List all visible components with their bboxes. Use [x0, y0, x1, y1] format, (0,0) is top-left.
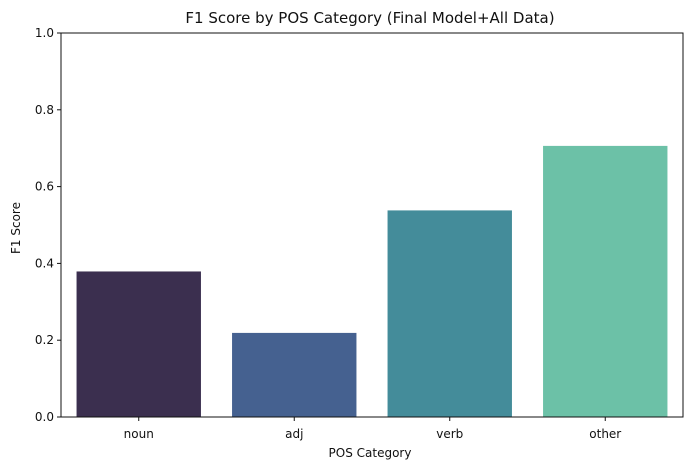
- bar-other: [543, 145, 668, 417]
- plot-frame: [60, 32, 684, 418]
- y-tick-label-1: 0.2: [35, 333, 54, 347]
- y-tick-label-5: 1.0: [35, 26, 54, 40]
- bar-verb: [387, 210, 512, 417]
- y-tick-label-2: 0.4: [35, 256, 54, 270]
- x-axis: noun adj verb other: [124, 417, 621, 441]
- x-tick-label-adj: adj: [285, 427, 303, 441]
- x-tick-label-noun: noun: [124, 427, 154, 441]
- x-axis-label: POS Category: [329, 446, 412, 460]
- chart-title: F1 Score by POS Category (Final Model+Al…: [185, 9, 554, 27]
- x-tick-label-other: other: [589, 427, 621, 441]
- bar-adj: [232, 332, 357, 417]
- bars-group: [76, 145, 668, 417]
- y-axis: 0.0 0.2 0.4 0.6 0.8 1.0: [35, 26, 61, 424]
- x-tick-label-verb: verb: [436, 427, 463, 441]
- y-tick-label-0: 0.0: [35, 410, 54, 424]
- bar-noun: [76, 271, 201, 417]
- y-tick-label-4: 0.8: [35, 103, 54, 117]
- y-axis-label: F1 Score: [9, 202, 23, 254]
- y-tick-label-3: 0.6: [35, 180, 54, 194]
